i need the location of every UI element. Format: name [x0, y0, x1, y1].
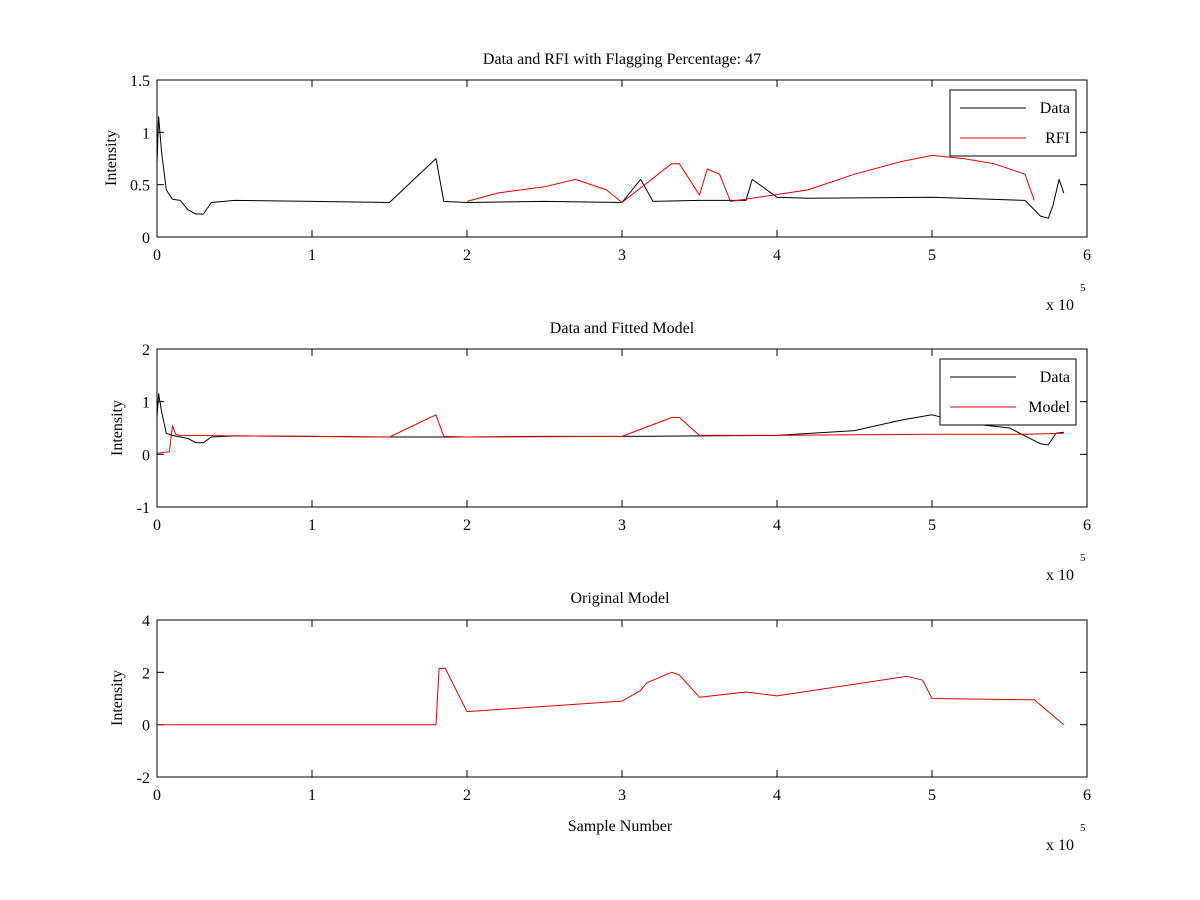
middle-panel-x-tick-label: 4: [773, 517, 781, 534]
top-panel-ylabel: Intensity: [103, 130, 120, 186]
top-panel-frame: [156, 79, 1088, 238]
middle-panel-x-tick-label: 3: [618, 517, 626, 534]
bottom-panel-x-tick-label: 0: [153, 787, 161, 804]
bottom-panel-x-tick-label: 5: [928, 787, 936, 804]
top-panel-legend-box: [949, 89, 1077, 157]
bottom-panel: Original Model Intensity Sample Number 0…: [109, 590, 1091, 854]
bottom-panel-x-exponent-base: x 10: [1046, 837, 1074, 854]
top-panel-y-tick-label: 0: [142, 230, 150, 247]
middle-panel-y-tick-label: -1: [137, 500, 150, 517]
top-panel-axes: [156, 79, 1088, 238]
bottom-panel-x-tick-label: 3: [618, 787, 626, 804]
middle-panel-x-tick-label: 2: [463, 517, 471, 534]
middle-panel-model-series-line: [156, 414, 1064, 454]
bottom-panel-model-series-line: [157, 667, 1065, 726]
middle-panel-title: Data and Fitted Model: [550, 320, 695, 337]
bottom-panel-x-exponent: x 10: [1046, 837, 1074, 854]
top-panel-data-series-line: [156, 116, 1065, 219]
top-panel-x-tick-label: 3: [618, 247, 626, 264]
middle-panel-lines: [156, 393, 1064, 454]
top-panel-rfi-series-line: [466, 154, 1035, 203]
bottom-panel-title: Original Model: [570, 590, 670, 607]
middle-panel-data-series-line: [156, 393, 1064, 446]
bottom-panel-y-tick-label: 4: [142, 613, 150, 630]
middle-panel-x-exponent-power: 5: [1080, 552, 1086, 564]
top-panel-x-tick-label: 6: [1083, 247, 1091, 264]
top-panel-y-tick-label: 0.5: [130, 178, 150, 195]
top-panel-lines: [156, 116, 1065, 219]
bottom-panel-xlabel: Sample Number: [568, 818, 673, 835]
middle-panel-y-tick-label: 1: [142, 395, 150, 412]
bottom-panel-lines: [157, 667, 1065, 726]
middle-panel-y-tick-label: 2: [142, 342, 150, 359]
top-panel-legend: Data RFI: [949, 89, 1077, 157]
middle-panel-legend: Data Model: [939, 358, 1077, 426]
middle-panel-y-tick-label: 0: [142, 447, 150, 464]
bottom-panel-ylabel: Intensity: [109, 670, 126, 726]
bottom-panel-x-tick-label: 2: [463, 787, 471, 804]
middle-panel-x-tick-label: 0: [153, 517, 161, 534]
middle-panel-legend-label: Model: [1028, 399, 1070, 416]
top-panel-ticks: 0 1 2 3 4 5 6 0 0.5 1 1.5: [130, 73, 1091, 264]
top-panel-x-tick-label: 2: [463, 247, 471, 264]
top-panel: Data and RFI with Flagging Percentage: 4…: [103, 51, 1091, 314]
bottom-panel-x-tick-label: 4: [773, 787, 781, 804]
top-panel-x-exponent: x 10: [1046, 297, 1074, 314]
top-panel-legend-label: Data: [1040, 100, 1070, 117]
top-panel-title: Data and RFI with Flagging Percentage: 4…: [483, 51, 761, 68]
bottom-panel-x-tick-label: 1: [308, 787, 316, 804]
bottom-panel-x-exponent-power: 5: [1080, 822, 1086, 834]
bottom-panel-y-tick-label: 0: [142, 718, 150, 735]
middle-panel-x-exponent: x 10: [1046, 567, 1074, 584]
middle-panel-x-tick-label: 1: [308, 517, 316, 534]
top-panel-x-exponent-power: 5: [1080, 282, 1086, 294]
middle-panel-legend-label: Data: [1040, 369, 1070, 386]
top-panel-x-tick-label: 5: [928, 247, 936, 264]
top-panel-y-tick-label: 1: [142, 125, 150, 142]
middle-panel-x-exponent-base: x 10: [1046, 567, 1074, 584]
middle-panel-x-tick-label: 5: [928, 517, 936, 534]
top-panel-legend-label: RFI: [1045, 130, 1070, 147]
top-panel-y-tick-label: 1.5: [130, 73, 150, 90]
middle-panel-ylabel: Intensity: [109, 400, 126, 456]
bottom-panel-y-tick-label: -2: [137, 770, 150, 787]
top-panel-x-tick-label: 0: [153, 247, 161, 264]
bottom-panel-y-tick-label: 2: [142, 665, 150, 682]
bottom-panel-x-tick-label: 6: [1083, 787, 1091, 804]
top-panel-x-tick-label: 4: [773, 247, 781, 264]
middle-panel-x-tick-label: 6: [1083, 517, 1091, 534]
top-panel-x-tick-label: 1: [308, 247, 316, 264]
top-panel-x-exponent-base: x 10: [1046, 297, 1074, 314]
middle-panel-legend-box: [939, 358, 1077, 426]
middle-panel: Data and Fitted Model Intensity 0 1 2 3 4 5 6 -…: [109, 320, 1091, 584]
